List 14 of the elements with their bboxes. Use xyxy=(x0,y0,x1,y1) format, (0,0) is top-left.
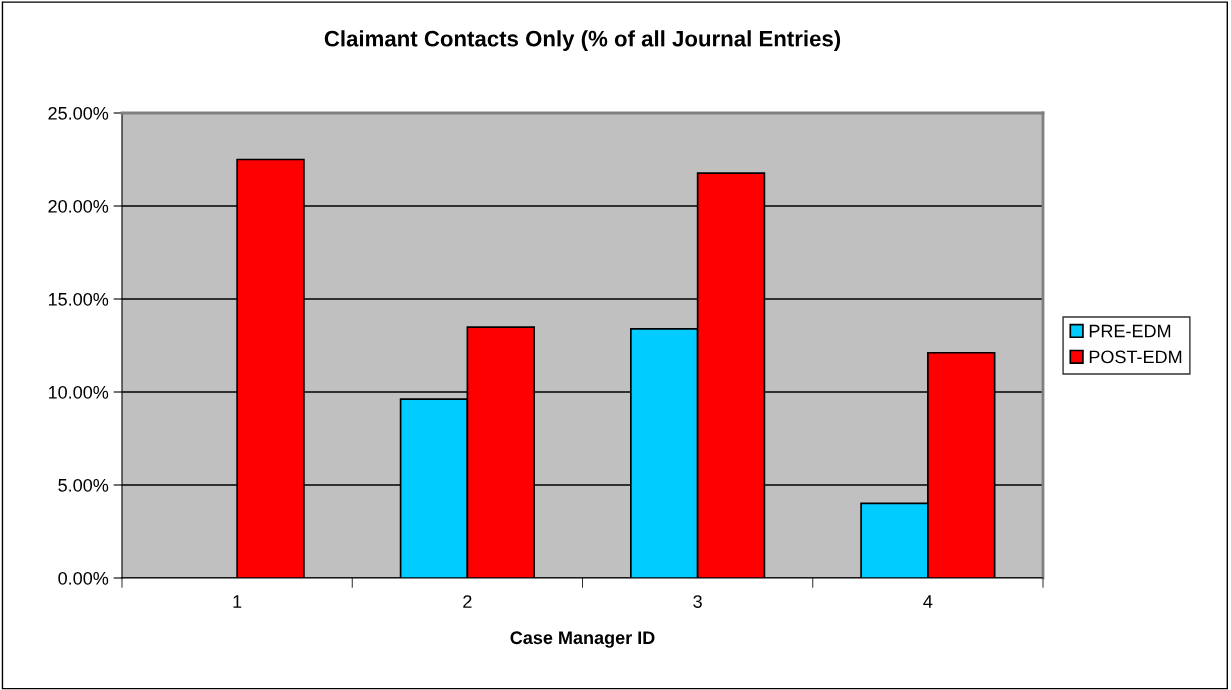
y-tick-label: 15.00% xyxy=(48,292,109,306)
y-tick-label: 5.00% xyxy=(58,478,109,492)
y-tick-label: 25.00% xyxy=(48,106,109,120)
y-tick-label: 10.00% xyxy=(48,385,109,399)
x-axis-title: Case Manager ID xyxy=(510,631,655,648)
x-tick-label: 1 xyxy=(233,595,242,608)
x-tick-label: 2 xyxy=(463,595,472,608)
chart-title: Claimant Contacts Only (% of all Journal Entries) xyxy=(324,30,841,51)
legend-label: PRE-EDM xyxy=(1089,324,1171,338)
y-tick-label: 0.00% xyxy=(58,571,109,585)
x-tick-label: 4 xyxy=(923,595,933,608)
legend-label: POST-EDM xyxy=(1089,350,1182,364)
y-tick-label: 20.00% xyxy=(48,199,109,213)
x-tick-label: 3 xyxy=(693,595,702,608)
